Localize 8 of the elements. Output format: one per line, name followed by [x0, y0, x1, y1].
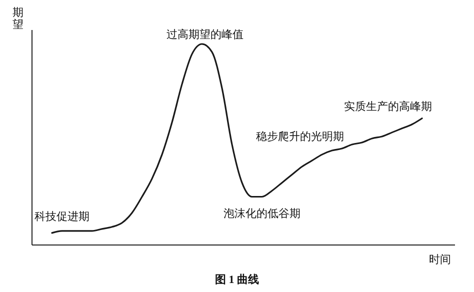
annotation: 稳步爬升的光明期 — [256, 130, 344, 143]
y-axis-title: 期望 — [12, 7, 24, 31]
x-axis-title: 时间 — [429, 253, 451, 266]
annotation: 泡沫化的低谷期 — [224, 207, 300, 220]
annotation: 科技促进期 — [34, 210, 90, 223]
text: 图 1 曲线 — [215, 273, 259, 286]
text: 过高期望的峰值 — [166, 28, 244, 41]
annotation: 实质生产的高峰期 — [344, 100, 432, 113]
